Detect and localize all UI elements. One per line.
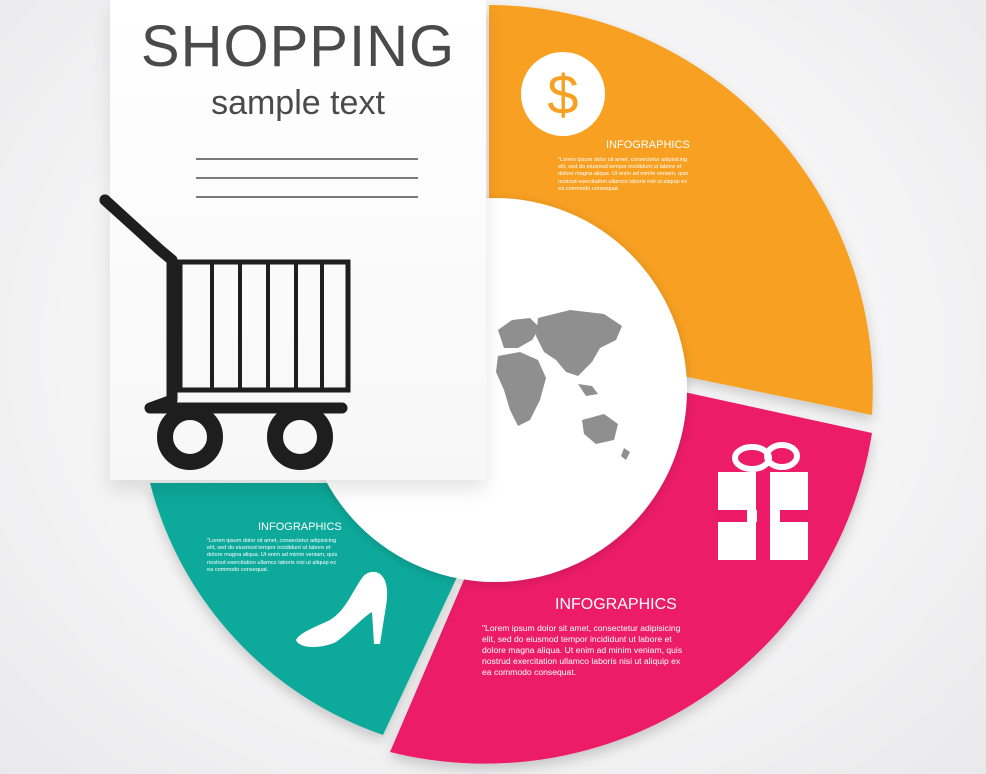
divider-line (196, 177, 418, 179)
divider-line (196, 196, 418, 198)
segment-teal (150, 483, 458, 735)
teal-segment-body: "Lorem ipsum dolor sit amet, consectetur… (207, 538, 338, 573)
gift-box-icon (718, 442, 808, 560)
pink-segment-body: "Lorem ipsum dolor sit amet, consectetur… (482, 623, 683, 677)
page-title: SHOPPING (140, 14, 456, 79)
high-heel-shoe-icon (296, 571, 388, 647)
pink-segment-heading: INFOGRAPHICS (555, 596, 677, 613)
dollar-coin-icon: $ (521, 52, 605, 136)
svg-text:$: $ (547, 63, 578, 126)
orange-segment-heading: INFOGRAPHICS (606, 139, 690, 151)
shopping-cart-icon (99, 194, 351, 470)
divider-line (196, 158, 418, 160)
teal-segment-heading: INFOGRAPHICS (258, 521, 342, 533)
page-subtitle: sample text (211, 84, 385, 122)
orange-segment-body: "Lorem ipsum dolor sit amet, consectetur… (558, 157, 689, 192)
